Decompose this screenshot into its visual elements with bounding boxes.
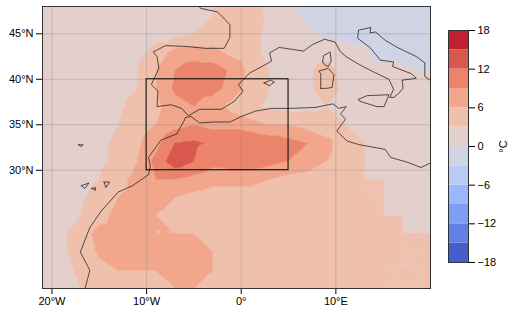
svg-text:18: 18 [478,24,490,36]
svg-text:10°W: 10°W [133,295,161,307]
svg-text:12: 12 [478,63,490,75]
svg-text:0: 0 [478,140,484,152]
svg-text:40°N: 40°N [9,73,34,85]
svg-text:0°: 0° [236,295,247,307]
svg-text:30°N: 30°N [9,164,34,176]
svg-text:20°W: 20°W [38,295,66,307]
svg-text:35°N: 35°N [9,118,34,130]
svg-text:45°N: 45°N [9,27,34,39]
svg-text:−18: −18 [478,256,497,268]
svg-text:10°E: 10°E [324,295,348,307]
svg-text:−6: −6 [478,179,491,191]
svg-text:−12: −12 [478,217,497,229]
svg-text:6: 6 [478,101,484,113]
svg-text:°C: °C [497,140,509,152]
